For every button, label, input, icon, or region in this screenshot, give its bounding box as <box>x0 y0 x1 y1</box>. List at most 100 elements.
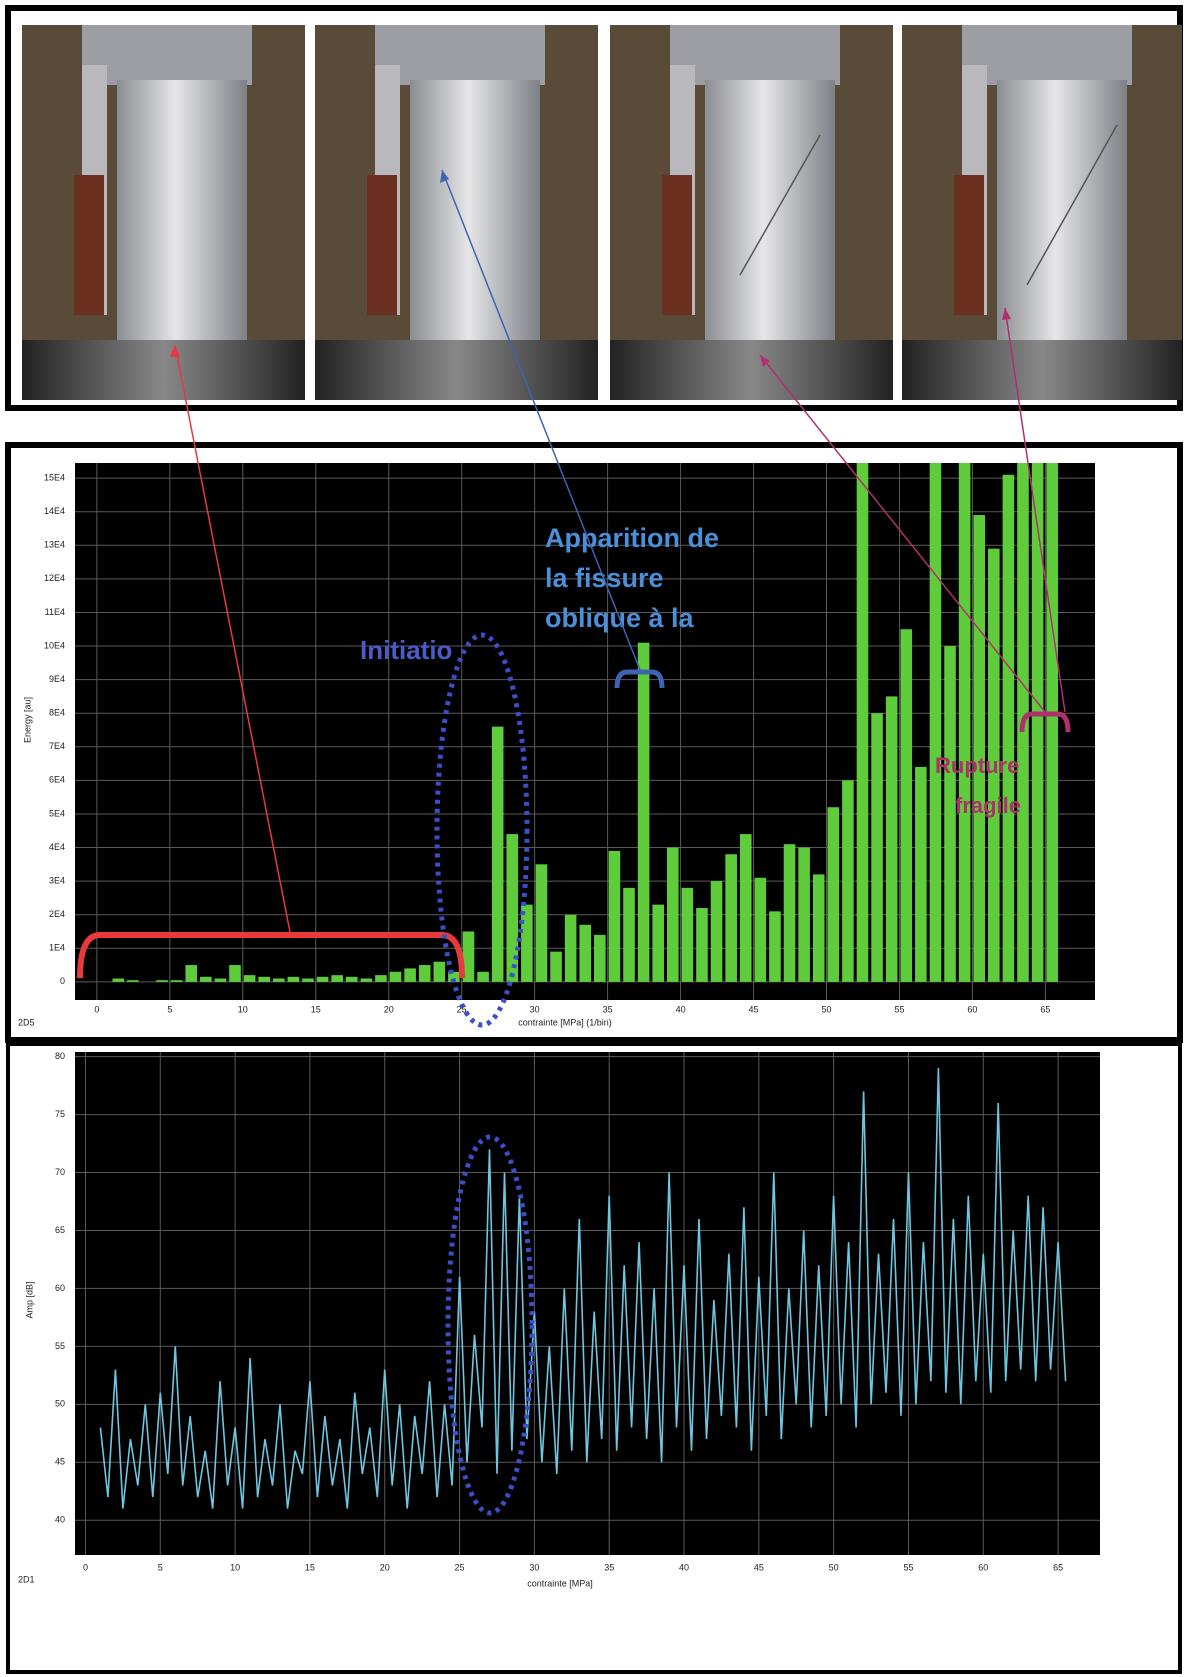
bar <box>725 854 737 982</box>
y-tick-label: 40 <box>55 1515 65 1525</box>
bar <box>754 877 767 982</box>
bar <box>433 961 446 982</box>
y-tick-label: 9E4 <box>49 674 65 684</box>
x-tick-label: 15 <box>305 1562 315 1572</box>
bar <box>988 548 1000 982</box>
x-tick-label: 5 <box>158 1562 163 1572</box>
x-axis-label: contrainte [MPa] (1/bin) <box>518 1017 612 1027</box>
bar <box>214 978 227 982</box>
bar <box>200 976 212 982</box>
bar <box>900 629 913 982</box>
bar <box>389 971 402 982</box>
x-tick-label: 45 <box>754 1562 764 1572</box>
y-tick-label: 13E4 <box>44 540 65 550</box>
bar <box>1031 463 1044 982</box>
bar <box>360 978 373 982</box>
bar <box>769 911 781 982</box>
bar <box>666 847 679 982</box>
y-tick-label: 70 <box>55 1167 65 1177</box>
x-tick-label: 40 <box>679 1562 689 1572</box>
bar <box>345 976 358 982</box>
y-tick-label: 3E4 <box>49 875 65 885</box>
y-tick-label: 4E4 <box>49 842 65 852</box>
bar <box>929 463 942 982</box>
bar <box>535 864 548 982</box>
bar <box>915 766 927 982</box>
arrow <box>174 344 291 933</box>
annotation: fragile <box>955 793 1021 818</box>
x-tick-label: 60 <box>978 1562 988 1572</box>
bar <box>739 834 752 982</box>
arrow <box>1004 307 1066 713</box>
bar <box>112 978 125 982</box>
marks <box>99 1068 1067 1509</box>
x-tick-label: 0 <box>94 1004 99 1014</box>
y-tick-label: 5E4 <box>49 808 65 818</box>
bar <box>958 463 971 982</box>
bar <box>856 463 869 982</box>
x-tick-label: 50 <box>829 1562 839 1572</box>
x-tick-label: 10 <box>230 1562 240 1572</box>
x-tick-label: 30 <box>530 1004 540 1014</box>
chart: 40 45 50 55 60 65 70 75 80 0 5 10 15 20 25 30 35 40 45 50 55… <box>18 1051 1100 1588</box>
bar <box>1046 463 1058 982</box>
bar <box>1002 474 1015 982</box>
y-tick-label: 2E4 <box>49 909 65 919</box>
bar <box>272 978 285 982</box>
bar <box>812 874 825 982</box>
annotation-shapes <box>77 169 1071 1516</box>
bar <box>287 976 300 982</box>
bar <box>827 807 840 982</box>
chart: 0 1E4 2E4 3E4 4E4 5E4 6E4 7E4 8E4 9E4 10E4 11E4 12E4… <box>18 463 1095 1027</box>
x-tick-label: 45 <box>749 1004 759 1014</box>
y-tick-label: 1E4 <box>49 943 65 953</box>
x-tick-label: 25 <box>457 1004 467 1014</box>
line <box>99 1068 1067 1509</box>
bar <box>564 914 577 982</box>
photo <box>902 25 1182 400</box>
x-tick-label: 55 <box>894 1004 904 1014</box>
bar <box>550 951 562 982</box>
y-tick-label: 80 <box>55 1051 65 1061</box>
bar <box>521 904 533 982</box>
bar <box>418 965 431 982</box>
bar <box>594 934 606 982</box>
bar <box>608 850 621 982</box>
x-tick-label: 20 <box>380 1562 390 1572</box>
bar <box>127 980 139 982</box>
bar <box>885 696 898 982</box>
y-tick-label: 0 <box>60 976 65 986</box>
arrow-head <box>1002 308 1011 320</box>
bar <box>944 646 956 982</box>
y-tick-label: 7E4 <box>49 741 65 751</box>
ellipse <box>434 632 530 1028</box>
bar <box>243 975 256 982</box>
y-tick-label: 10E4 <box>44 640 65 650</box>
bar <box>783 844 796 982</box>
photo <box>315 25 598 400</box>
y-tick-label: 12E4 <box>44 573 65 583</box>
photos <box>22 25 1182 400</box>
x-tick-label: 55 <box>903 1562 913 1572</box>
bar <box>170 980 183 982</box>
bar <box>506 834 519 982</box>
bar <box>973 515 986 982</box>
bar <box>579 924 592 982</box>
bar <box>842 780 854 982</box>
y-axis-label: Energy [au] <box>22 697 32 743</box>
y-tick-label: 65 <box>55 1225 65 1235</box>
y-tick-label: 60 <box>55 1283 65 1293</box>
arrow-head <box>760 355 770 367</box>
arrow-head <box>440 170 449 183</box>
x-tick-label: 30 <box>529 1562 539 1572</box>
x-tick-label: 40 <box>676 1004 686 1014</box>
corner-label: 2D5 <box>18 1017 35 1027</box>
y-tick-label: 14E4 <box>44 506 65 516</box>
x-tick-label: 15 <box>311 1004 321 1014</box>
arrow <box>759 354 1046 713</box>
bar <box>156 980 168 982</box>
annotation: Rupture <box>935 753 1019 778</box>
arrow <box>441 169 641 671</box>
x-tick-label: 35 <box>604 1562 614 1572</box>
x-tick-label: 60 <box>967 1004 977 1014</box>
